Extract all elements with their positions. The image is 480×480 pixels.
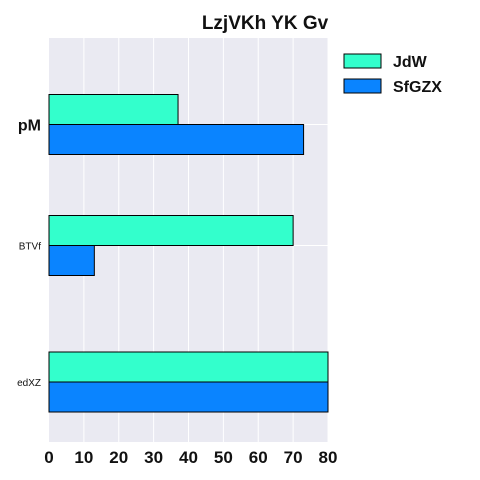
y-category-label: edXZ — [17, 378, 41, 389]
x-tick-label: 70 — [284, 448, 303, 467]
legend-swatch-JdW — [343, 53, 382, 69]
bar-JdW-pM — [48, 94, 179, 125]
legend-label: JdW — [393, 54, 428, 71]
x-tick-label: 40 — [179, 448, 198, 467]
x-axis-ticks: 0 10 20 30 40 50 60 70 80 — [44, 448, 337, 467]
x-tick-label: 60 — [249, 448, 268, 467]
bar-SfGZX-edXZ — [48, 381, 329, 413]
bar-JdW-BTVf — [48, 215, 294, 246]
x-tick-label: 50 — [214, 448, 233, 467]
legend: JdW SfGZX — [343, 53, 442, 96]
bar-JdW-edXZ — [48, 351, 329, 383]
chart-title: LzjVKh YK Gv — [202, 13, 329, 34]
x-tick-label: 10 — [74, 448, 93, 467]
bar-SfGZX-pM — [48, 124, 305, 155]
x-tick-label: 0 — [44, 448, 53, 467]
bars — [48, 94, 329, 413]
legend-label: SfGZX — [393, 79, 442, 96]
y-category-label: BTVf — [19, 242, 41, 253]
x-tick-label: 80 — [319, 448, 338, 467]
y-category-label: pM — [18, 118, 41, 135]
x-tick-label: 30 — [144, 448, 163, 467]
bar-SfGZX-BTVf — [48, 245, 95, 276]
y-axis-categories: pM BTVf edXZ — [17, 118, 41, 390]
x-tick-label: 20 — [109, 448, 128, 467]
legend-swatch-SfGZX — [343, 78, 382, 94]
